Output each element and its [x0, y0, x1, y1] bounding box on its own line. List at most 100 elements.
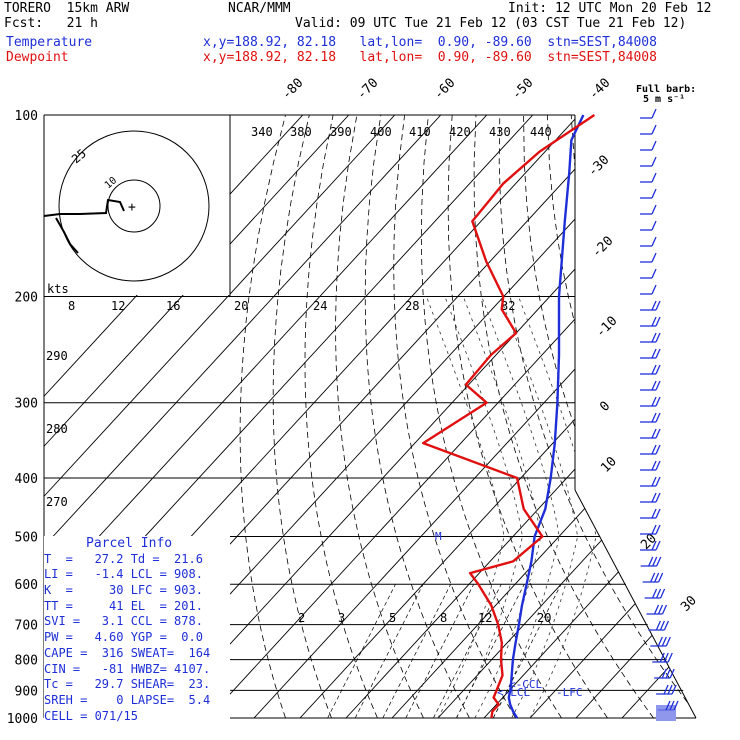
theta-label: 440 [530, 125, 552, 139]
isotherm-line [44, 115, 350, 718]
wind-barb-feather [655, 412, 661, 423]
wind-barb-feather [651, 476, 657, 487]
wind-barb-feather [665, 668, 671, 679]
isotherm-line [529, 115, 696, 718]
wind-barb-feather [655, 380, 661, 391]
wind-barb-feather [651, 108, 657, 119]
isotherm-line [207, 115, 696, 718]
dry-adiabat-line [666, 115, 696, 718]
wind-barb-feather [651, 508, 657, 519]
wind-barb-feather [655, 364, 661, 375]
wind-barb-feather [655, 588, 662, 599]
pressure-tick-label: 200 [15, 291, 38, 306]
isotherm-line [44, 115, 488, 718]
pressure-tick-label: 800 [15, 654, 38, 669]
wind-barb-feather [651, 396, 657, 407]
dewpoint-location: x,y=188.92, 82.18 lat,lon= 0.90, -89.60 … [203, 50, 657, 65]
barb-legend-line2: 5 m s⁻¹ [643, 94, 686, 105]
wind-barb-feather [651, 316, 657, 327]
isotherm-label: -30 [585, 153, 612, 180]
wind-barb-feather [651, 364, 657, 375]
wind-barb-feather [651, 252, 657, 263]
moist-adiabat-line [499, 296, 579, 718]
hodograph-units: kts [47, 282, 69, 296]
wind-barb-feather [651, 380, 657, 391]
wind-barb-feather [655, 524, 661, 535]
wind-barb-feather [651, 268, 657, 279]
wind-barb-feather [655, 332, 661, 343]
wind-barb-feather [655, 348, 661, 359]
temperature-legend: Temperature [6, 35, 93, 50]
parcel-row: CAPE = 316 SWEAT= 164 [44, 645, 211, 660]
wind-barb-feather [654, 572, 660, 583]
wind-barb-feather [651, 460, 657, 471]
pressure-tick-label: 400 [15, 472, 38, 487]
wind-barb-feather [655, 316, 661, 327]
wind-barb-feather [655, 476, 661, 487]
isotherm-line [483, 115, 696, 718]
parcel-row: T = 27.2 Td = 21.6 [44, 551, 203, 566]
theta-label: 420 [449, 125, 471, 139]
parcel-row: CELL = 071/15 [44, 708, 138, 723]
wind-barb-feather [656, 556, 662, 567]
pressure-tick-label: 100 [15, 109, 38, 124]
parcel-row: Tc = 29.7 SHEAR= 23. [44, 677, 211, 692]
barb-legend-line1: Full barb: [636, 84, 697, 95]
parcel-row: LI = -1.4 LCL = 908. [44, 567, 203, 582]
parcel-row: SREH = 0 LAPSE= 5.4 [44, 692, 211, 707]
init-time: Init: 12 UTC Mon 20 Feb 12 [508, 1, 712, 16]
lcl-label: <-LCL [497, 686, 530, 699]
center-name: NCAR/MMM [228, 1, 291, 16]
parcel-info-panel: Parcel Info T = 27.2 Td = 21.6 LI = -1.4… [44, 536, 230, 726]
mixing-ratio-label: 20 [234, 299, 248, 313]
wind-barb-feather [651, 140, 657, 151]
mixing-ratio-label: 20 [537, 611, 551, 625]
wind-barb-feather [658, 572, 664, 583]
dry-adiabat-line [447, 115, 608, 718]
mixing-ratio-label: 28 [405, 299, 419, 313]
isotherm-label: -50 [509, 76, 536, 103]
hodograph-trace [43, 198, 125, 217]
wind-barb-feather [661, 604, 668, 615]
moist-adiabat-line [481, 296, 560, 718]
wind-barb-feather [655, 300, 661, 311]
moist-adiabat-line [426, 296, 505, 718]
pressure-tick-label: 900 [15, 684, 38, 699]
wind-barb-feather [661, 636, 667, 647]
mixing-ratio-line [382, 584, 451, 718]
mixing-ratio-label: 2 [298, 611, 305, 625]
wind-barb-feather [651, 524, 657, 535]
mixing-ratio-label: 8 [440, 611, 447, 625]
mixing-ratio-label: 3 [338, 611, 345, 625]
mixing-ratio-line [354, 584, 424, 718]
hodograph-trace [55, 217, 79, 254]
dewpoint-trace [422, 114, 596, 719]
wind-barbs [640, 108, 679, 721]
wind-barb-feather [655, 492, 661, 503]
wind-barb-feather [651, 236, 657, 247]
isotherm-line [621, 115, 696, 718]
isotherm-line [161, 115, 696, 718]
mixing-ratio-label: 12 [478, 611, 492, 625]
wind-barb-feather [653, 604, 660, 615]
wind-barb-feather [651, 412, 657, 423]
moist-adiabat-grid [426, 296, 597, 718]
theta-label: 380 [290, 125, 312, 139]
theta-label: 340 [251, 125, 273, 139]
dry-adiabat-line [304, 115, 378, 718]
moist-adiabat-line [444, 296, 523, 718]
wind-barb-feather [651, 588, 658, 599]
wind-barb-feather [651, 220, 657, 231]
wind-barb-feather [651, 284, 657, 295]
dry-adiabat-line [594, 115, 696, 718]
wind-barb-feather [651, 348, 657, 359]
wind-barb-feather [651, 540, 657, 551]
mixing-ratio-label: 12 [111, 299, 125, 313]
wind-barb-feather [652, 556, 658, 567]
wind-barb-feather [651, 156, 657, 167]
m-marker-label: M [435, 530, 442, 543]
wind-barb-feather [663, 652, 669, 663]
moist-adiabat-line [462, 296, 542, 718]
pressure-tick-label: 700 [15, 619, 38, 634]
